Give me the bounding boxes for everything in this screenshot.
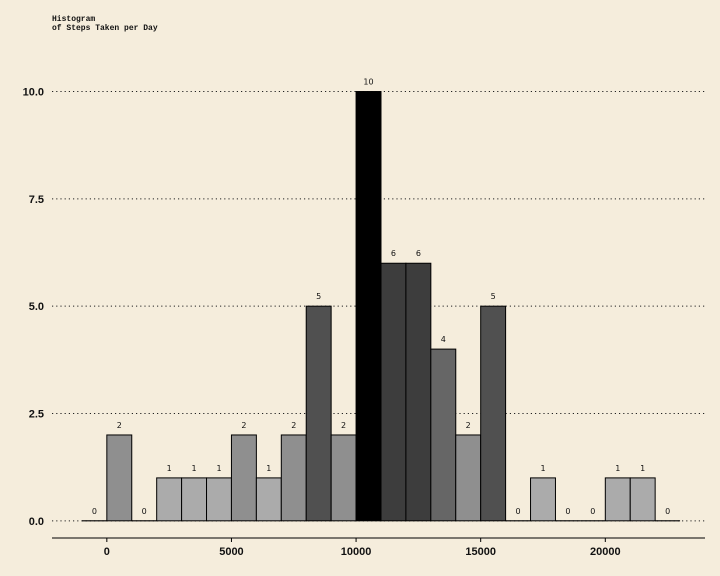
data-label: 2 [341,421,346,430]
histogram-bar [206,477,232,522]
data-label: 5 [491,292,496,301]
y-tick-label: 7.5 [29,194,44,206]
histogram-bar [230,434,257,522]
x-tick-label: 5000 [219,546,243,558]
histogram-bar [380,262,407,522]
histogram-bar [430,348,457,522]
x-tick-label: 20000 [590,546,621,558]
histogram-bar [156,477,183,522]
data-label: 1 [167,464,172,473]
histogram-bar [255,477,282,522]
histogram-bar [106,434,133,522]
histogram-bar [629,477,656,522]
data-label: 6 [391,249,396,258]
data-label: 1 [540,464,545,473]
data-label: 2 [241,421,246,430]
chart-title-line-1: Histogram [52,15,96,24]
data-label: 0 [590,507,595,516]
histogram-bar [280,434,307,522]
data-label: 6 [416,249,421,258]
x-tick-label: 15000 [465,546,496,558]
histogram-bar [405,262,432,522]
x-tick-label: 10000 [341,546,372,558]
data-label: 0 [142,507,147,516]
x-tick-label: 0 [104,546,110,558]
histogram-bar [604,477,631,522]
data-label: 2 [117,421,122,430]
y-tick-label: 0.0 [29,516,44,528]
data-label: 10 [363,78,373,87]
histogram-bar [330,434,357,522]
histogram-bar [480,305,507,522]
axes: 0.02.55.07.510.00 5000 10000 15000 20000 [23,87,705,558]
histogram-bar [305,305,332,522]
data-label: 4 [441,335,446,344]
y-tick-label: 2.5 [29,409,44,421]
data-label: 2 [466,421,471,430]
chart-title: Histogram of Steps Taken per Day [52,15,158,33]
bars [81,91,681,522]
histogram-bar [455,434,482,522]
chart-title-line-2: of Steps Taken per Day [52,24,158,33]
y-tick-label: 5.0 [29,301,44,313]
data-label: 1 [640,464,645,473]
data-label: 0 [565,507,570,516]
data-label: 5 [316,292,321,301]
data-label: 1 [216,464,221,473]
data-label: 1 [266,464,271,473]
data-label: 1 [192,464,197,473]
histogram-bar [355,91,382,522]
y-tick-label: 10.0 [23,87,44,99]
data-label: 0 [665,507,670,516]
histogram-bar [530,477,556,522]
histogram-bar [181,477,208,522]
data-label: 1 [615,464,620,473]
data-label: 0 [92,507,97,516]
data-label: 0 [516,507,521,516]
data-label: 2 [291,421,296,430]
